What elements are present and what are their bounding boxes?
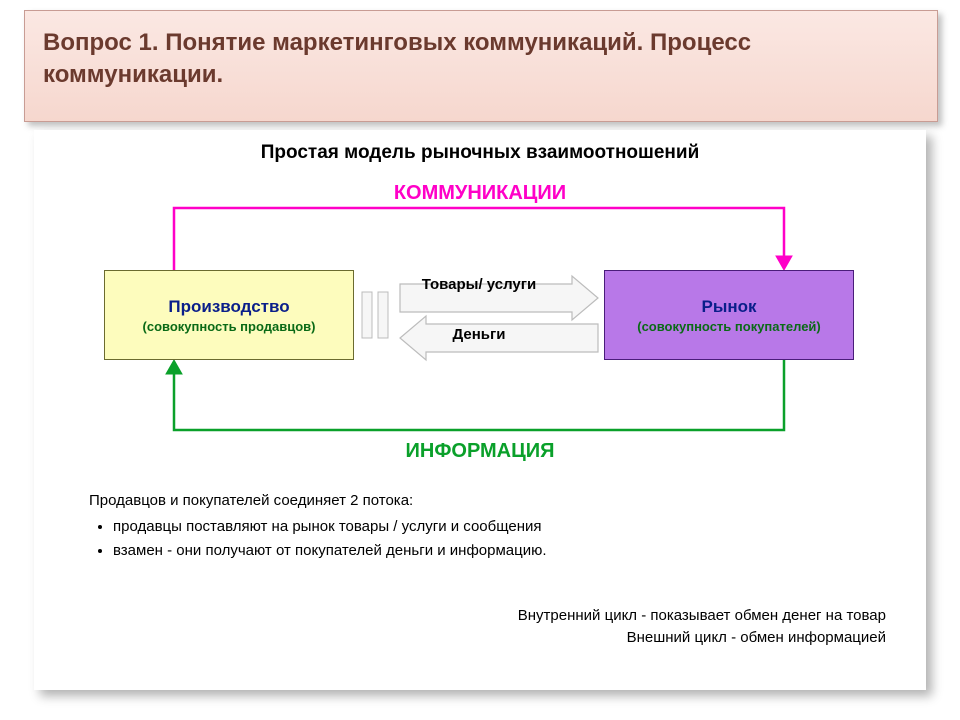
slide-header: Вопрос 1. Понятие маркетинговых коммуник… bbox=[24, 10, 938, 122]
body-bullet-1: продавцы поставляют на рынок товары / ус… bbox=[113, 516, 879, 538]
mid-arrow-top-label: Товары/ услуги bbox=[354, 276, 604, 293]
node-production-title: Производство bbox=[105, 297, 353, 317]
slide-header-title: Вопрос 1. Понятие маркетинговых коммуник… bbox=[25, 11, 937, 92]
node-market-title: Рынок bbox=[605, 297, 853, 317]
body-bullet-2: взамен - они получают от покупателей ден… bbox=[113, 540, 879, 562]
body-text: Продавцов и покупателей соединяет 2 пото… bbox=[89, 490, 879, 563]
loop-top-label: КОММУНИКАЦИИ bbox=[34, 182, 926, 205]
node-market: Рынок (совокупность покупателей) bbox=[604, 270, 854, 360]
diagram-title: Простая модель рыночных взаимоотношений bbox=[34, 142, 926, 164]
tail-line-2: Внешний цикл - обмен информацией bbox=[627, 627, 886, 648]
mid-arrow-bottom-label: Деньги bbox=[354, 326, 604, 343]
content-panel: Простая модель рыночных взаимоотношений … bbox=[34, 130, 926, 690]
tail-line-1: Внутренний цикл - показывает обмен денег… bbox=[518, 605, 886, 626]
loop-bottom-label: ИНФОРМАЦИЯ bbox=[34, 440, 926, 463]
body-bullets: продавцы поставляют на рынок товары / ус… bbox=[113, 516, 879, 562]
node-market-subtitle: (совокупность покупателей) bbox=[605, 319, 853, 334]
node-production-subtitle: (совокупность продавцов) bbox=[105, 319, 353, 334]
slide: Вопрос 1. Понятие маркетинговых коммуник… bbox=[0, 0, 960, 720]
body-intro: Продавцов и покупателей соединяет 2 пото… bbox=[89, 490, 879, 512]
node-production: Производство (совокупность продавцов) bbox=[104, 270, 354, 360]
